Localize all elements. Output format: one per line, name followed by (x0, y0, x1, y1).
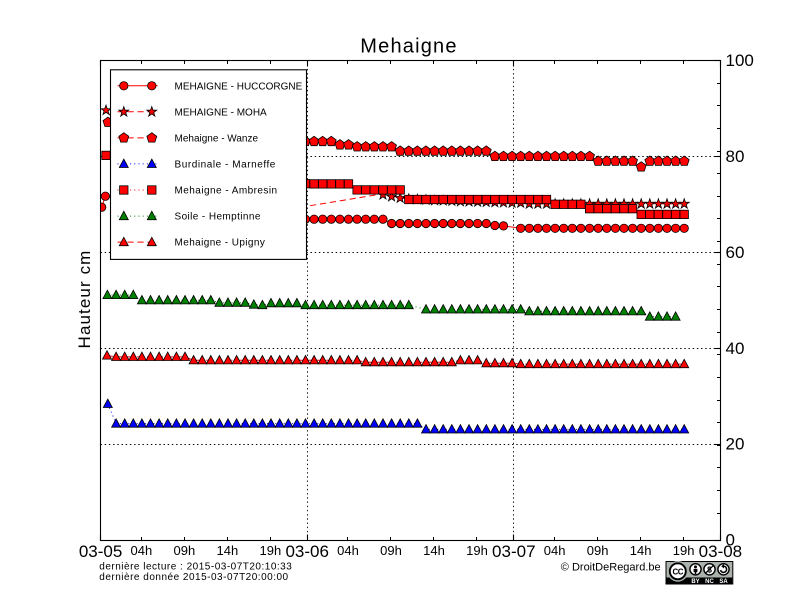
svg-text:60: 60 (726, 243, 745, 262)
svg-text:Hauteur cm: Hauteur cm (75, 250, 94, 349)
svg-text:03-07: 03-07 (492, 542, 535, 561)
svg-text:BY: BY (691, 579, 699, 585)
svg-text:dernière donnée 2015-03-07T20: dernière donnée 2015-03-07T20:00:00 (99, 572, 288, 583)
svg-text:SA: SA (719, 579, 728, 585)
svg-text:© DroitDeRegard.be: © DroitDeRegard.be (561, 562, 661, 574)
svg-text:CC: CC (673, 567, 684, 576)
svg-text:03-06: 03-06 (285, 542, 328, 561)
svg-text:09h: 09h (380, 543, 402, 558)
svg-text:80: 80 (726, 147, 745, 166)
svg-text:Mehaigne - Wanze: Mehaigne - Wanze (175, 134, 259, 145)
svg-text:14h: 14h (423, 543, 445, 558)
svg-text:Burdinale - Marneffe: Burdinale - Marneffe (175, 160, 276, 171)
svg-text:14h: 14h (630, 543, 652, 558)
svg-text:dernière lecture : 2015-03-07T: dernière lecture : 2015-03-07T20:10:33 (99, 562, 292, 573)
svg-text:Mehaigne: Mehaigne (360, 36, 457, 58)
svg-text:04h: 04h (337, 543, 359, 558)
svg-text:03-05: 03-05 (79, 542, 122, 561)
svg-text:Mehaigne - Ambresin: Mehaigne - Ambresin (175, 186, 278, 197)
svg-text:Mehaigne - Upigny: Mehaigne - Upigny (175, 238, 266, 249)
svg-text:20: 20 (726, 435, 745, 454)
svg-text:14h: 14h (217, 543, 239, 558)
svg-text:0: 0 (726, 531, 735, 550)
svg-text:MEHAIGNE - HUCCORGNE: MEHAIGNE - HUCCORGNE (175, 81, 303, 92)
svg-text:NC: NC (705, 579, 714, 585)
svg-text:09h: 09h (174, 543, 196, 558)
svg-text:04h: 04h (131, 543, 153, 558)
svg-text:19h: 19h (260, 543, 282, 558)
svg-text:40: 40 (726, 339, 745, 358)
svg-text:03-08: 03-08 (699, 542, 742, 561)
svg-text:100: 100 (726, 51, 754, 70)
svg-text:19h: 19h (673, 543, 695, 558)
svg-text:Soile - Hemptinne: Soile - Hemptinne (175, 212, 261, 223)
svg-text:19h: 19h (466, 543, 488, 558)
svg-text:09h: 09h (587, 543, 609, 558)
svg-text:04h: 04h (544, 543, 566, 558)
svg-text:MEHAIGNE - MOHA: MEHAIGNE - MOHA (175, 107, 268, 118)
